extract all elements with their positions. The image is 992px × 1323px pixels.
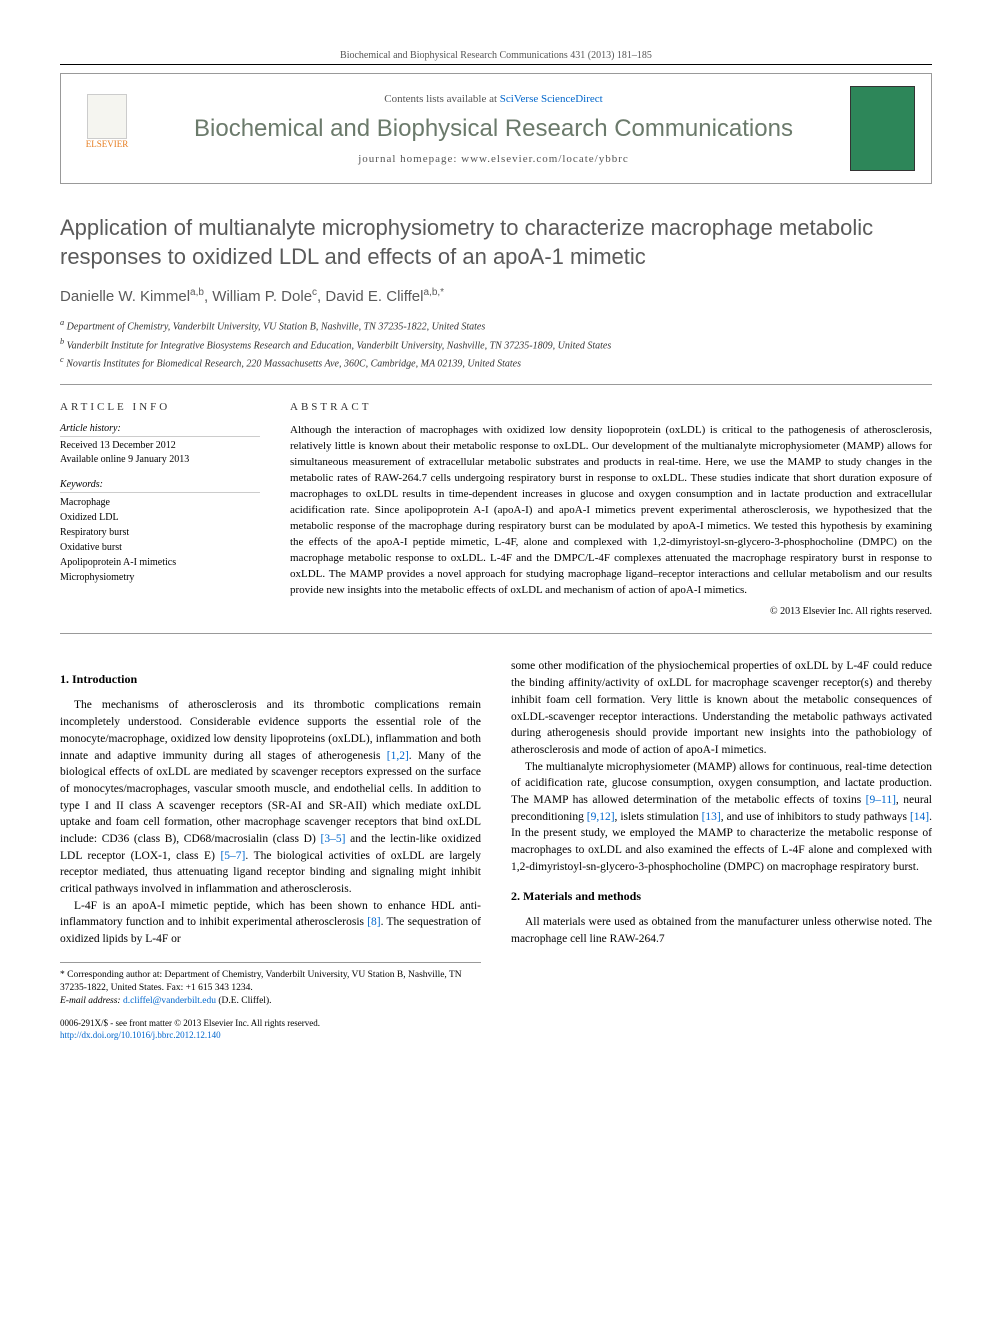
ref-link[interactable]: [9,12]	[587, 811, 615, 823]
doi-link[interactable]: 10.1016/j.bbrc.2012.12.140	[121, 1030, 221, 1040]
abstract-text: Although the interaction of macrophages …	[290, 423, 932, 598]
intro-para-4: The multianalyte microphysiometer (MAMP)…	[511, 759, 932, 876]
affiliations: a Department of Chemistry, Vanderbilt Un…	[60, 317, 932, 385]
received-date: Received 13 December 2012	[60, 439, 260, 453]
right-column: some other modification of the physioche…	[511, 658, 932, 1041]
ref-link[interactable]: [14]	[910, 811, 929, 823]
footer: 0006-291X/$ - see front matter © 2013 El…	[60, 1018, 481, 1041]
contents-prefix: Contents lists available at	[384, 93, 499, 105]
methods-heading: 2. Materials and methods	[511, 889, 932, 904]
abstract-heading: abstract	[290, 401, 932, 413]
author-1-affil: a,b	[190, 287, 204, 298]
email-suffix: (D.E. Cliffel).	[216, 996, 272, 1006]
left-column: 1. Introduction The mechanisms of athero…	[60, 658, 481, 1041]
doi-prefix-link[interactable]: http://dx.doi.org/	[60, 1030, 121, 1040]
text: , and use of inhibitors to study pathway…	[721, 811, 910, 823]
affil-sup-b: b	[60, 337, 64, 346]
homepage-prefix: journal homepage:	[358, 153, 461, 165]
sciencedirect-link[interactable]: SciVerse ScienceDirect	[500, 93, 603, 105]
keyword: Oxidized LDL	[60, 510, 260, 525]
intro-para-1: The mechanisms of atherosclerosis and it…	[60, 697, 481, 897]
journal-cover-image	[850, 86, 915, 171]
affil-c: Novartis Institutes for Biomedical Resea…	[66, 358, 521, 369]
citation-header: Biochemical and Biophysical Research Com…	[60, 50, 932, 65]
issn-line: 0006-291X/$ - see front matter © 2013 El…	[60, 1018, 481, 1030]
author-3: , David E. Cliffel	[317, 288, 423, 305]
keywords-list: Macrophage Oxidized LDL Respiratory burs…	[60, 495, 260, 585]
email-label: E-mail address:	[60, 996, 123, 1006]
contents-line: Contents lists available at SciVerse Sci…	[137, 93, 850, 105]
affil-sup-c: c	[60, 355, 64, 364]
methods-para-1: All materials were used as obtained from…	[511, 914, 932, 947]
article-info-heading: article info	[60, 401, 260, 413]
ref-link[interactable]: [5–7]	[220, 850, 245, 862]
journal-title: Biochemical and Biophysical Research Com…	[137, 115, 850, 143]
keyword: Oxidative burst	[60, 540, 260, 555]
email-link[interactable]: d.cliffel@vanderbilt.edu	[123, 996, 216, 1006]
text: . Many of the biological effects of oxLD…	[60, 750, 481, 845]
elsevier-tree-icon	[87, 94, 127, 139]
text: , islets stimulation	[615, 811, 702, 823]
keyword: Microphysiometry	[60, 570, 260, 585]
footnote-block: * Corresponding author at: Department of…	[60, 962, 481, 1009]
ref-link[interactable]: [1,2]	[387, 750, 409, 762]
elsevier-logo: ELSEVIER	[77, 94, 137, 164]
history-label: Article history:	[60, 423, 260, 437]
ref-link[interactable]: [9–11]	[866, 794, 896, 806]
corresponding-author-text: Corresponding author at: Department of C…	[60, 970, 462, 993]
journal-header-box: ELSEVIER Contents lists available at Sci…	[60, 73, 932, 184]
article-info-column: article info Article history: Received 1…	[60, 401, 260, 617]
publisher-name: ELSEVIER	[86, 139, 129, 149]
abstract-column: abstract Although the interaction of mac…	[290, 401, 932, 617]
intro-heading: 1. Introduction	[60, 672, 481, 687]
keyword: Respiratory burst	[60, 525, 260, 540]
affil-a: Department of Chemistry, Vanderbilt Univ…	[67, 322, 486, 333]
abstract-copyright: © 2013 Elsevier Inc. All rights reserved…	[290, 606, 932, 617]
article-title: Application of multianalyte microphysiom…	[60, 214, 932, 271]
ref-link[interactable]: [8]	[367, 916, 380, 928]
homepage-line: journal homepage: www.elsevier.com/locat…	[137, 153, 850, 165]
affil-sup-a: a	[60, 318, 64, 327]
authors-line: Danielle W. Kimmela,b, William P. Dolec,…	[60, 287, 932, 305]
intro-para-3: some other modification of the physioche…	[511, 658, 932, 758]
homepage-url[interactable]: www.elsevier.com/locate/ybbrc	[461, 153, 629, 165]
affil-b: Vanderbilt Institute for Integrative Bio…	[67, 340, 612, 351]
author-3-affil: a,b,	[423, 287, 440, 298]
keyword: Apolipoprotein A-I mimetics	[60, 555, 260, 570]
author-1: Danielle W. Kimmel	[60, 288, 190, 305]
intro-para-2: L-4F is an apoA-I mimetic peptide, which…	[60, 898, 481, 948]
ref-link[interactable]: [3–5]	[320, 833, 345, 845]
keyword: Macrophage	[60, 495, 260, 510]
history-text: Received 13 December 2012 Available onli…	[60, 439, 260, 467]
author-2: , William P. Dole	[204, 288, 312, 305]
available-date: Available online 9 January 2013	[60, 453, 260, 467]
keywords-label: Keywords:	[60, 479, 260, 493]
corresponding-star: *	[440, 287, 444, 298]
ref-link[interactable]: [13]	[702, 811, 721, 823]
